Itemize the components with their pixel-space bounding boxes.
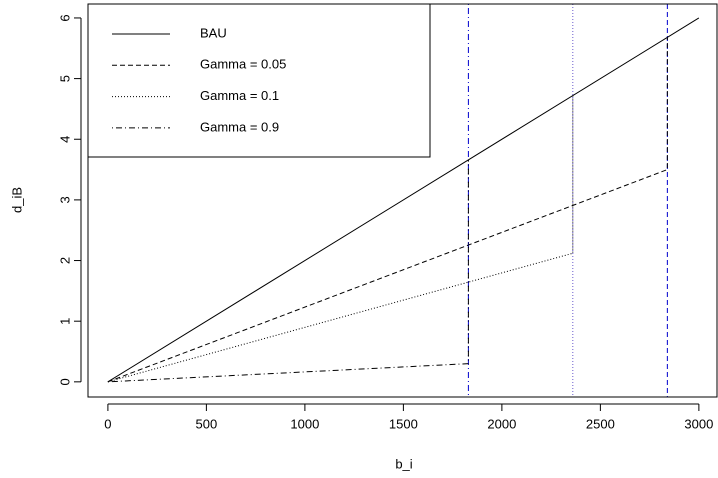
x-axis-label: b_i	[395, 456, 412, 471]
y-tick-label: 6	[57, 14, 72, 21]
x-tick-label: 2500	[586, 416, 615, 431]
x-tick-label: 1000	[290, 416, 319, 431]
series-line	[107, 17, 700, 383]
legend-label: BAU	[200, 25, 227, 40]
y-tick-label: 3	[57, 196, 72, 203]
x-tick-label: 2000	[487, 416, 516, 431]
x-tick-label: 1500	[389, 416, 418, 431]
y-axis-label: d_iB	[9, 187, 24, 213]
y-tick-label: 2	[57, 257, 72, 264]
legend-label: Gamma = 0.05	[200, 57, 286, 72]
legend-label: Gamma = 0.9	[200, 119, 279, 134]
legend-box	[87, 3, 431, 158]
plot-box	[87, 3, 718, 398]
x-tick-label: 500	[196, 416, 218, 431]
x-tick-label: 3000	[684, 416, 713, 431]
y-tick-label: 4	[57, 136, 72, 143]
y-tick-label: 5	[57, 75, 72, 82]
series-line	[107, 159, 469, 383]
y-tick-label: 1	[57, 318, 72, 325]
x-tick-label: 0	[104, 416, 111, 431]
legend-label: Gamma = 0.1	[200, 88, 279, 103]
y-tick-label: 0	[57, 378, 72, 385]
